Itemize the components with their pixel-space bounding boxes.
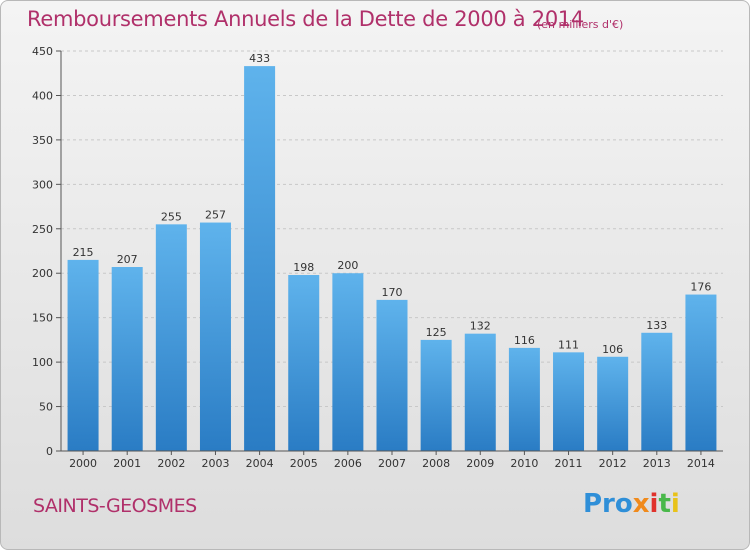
x-tick-label: 2002 [157,457,185,470]
x-tick-label: 2000 [69,457,97,470]
bars [67,66,717,451]
data-label: 111 [558,338,579,351]
y-tick-label: 100 [32,356,53,369]
data-label: 133 [646,319,667,332]
bar [111,267,143,451]
x-tick-label: 2005 [290,457,318,470]
data-label: 176 [690,281,711,294]
logo-part: Pro [583,489,633,519]
x-tick-label: 2008 [422,457,450,470]
x-tick-label: 2004 [246,457,274,470]
y-tick-label: 400 [32,89,53,102]
bar [553,352,585,451]
y-tick-label: 150 [32,312,53,325]
x-tick-label: 2013 [643,457,671,470]
y-tick-label: 200 [32,267,53,280]
bar [244,66,276,451]
x-tick-label: 2012 [599,457,627,470]
bar [155,224,187,451]
data-label: 125 [426,326,447,339]
bar [67,259,99,451]
data-label: 255 [161,210,182,223]
x-tick-label: 2009 [466,457,494,470]
logo-part: x [632,489,650,519]
y-tick-label: 0 [46,445,53,458]
logo-part: t [658,489,671,519]
bar [508,347,540,451]
y-tick-label: 300 [32,178,53,191]
proxiti-logo: Proxiti [583,489,680,519]
bar [376,299,408,451]
x-tick-label: 2007 [378,457,406,470]
bar [288,275,320,451]
data-label: 170 [382,286,403,299]
y-tick-label: 250 [32,223,53,236]
chart-subtitle: (en milliers d'€) [537,18,624,31]
y-tick-label: 50 [39,401,53,414]
x-tick-label: 2011 [555,457,583,470]
x-tick-label: 2006 [334,457,362,470]
data-label: 132 [470,320,491,333]
y-tick-label: 450 [32,45,53,58]
data-label: 200 [337,259,358,272]
bar [420,339,452,451]
data-labels: 215 207 255 257 433 198 200 170 125 132 116 111 106 1… [73,52,712,356]
bar [199,222,231,451]
location-name: SAINTS-GEOSMES [33,495,197,517]
data-label: 207 [117,253,138,266]
chart-title: Remboursements Annuels de la Dette de 20… [27,7,584,31]
logo-part: i [670,489,680,519]
x-tick-label: 2010 [510,457,538,470]
x-tick-label: 2003 [201,457,229,470]
data-label: 198 [293,261,314,274]
data-label: 215 [73,246,94,259]
y-tick-label: 350 [32,134,53,147]
data-label: 433 [249,52,270,65]
data-label: 257 [205,209,226,222]
x-tick-label: 2001 [113,457,141,470]
data-label: 106 [602,343,623,356]
bar [332,273,364,451]
bar [597,356,629,451]
bar [685,294,717,451]
bar [641,332,673,451]
data-label: 116 [514,334,535,347]
axes: 0 50 100 150 200 250 300 350 400 450 2000 2001 2002 2… [32,45,723,470]
bar [464,333,496,451]
x-tick-label: 2014 [687,457,715,470]
logo-part: i [649,489,659,519]
